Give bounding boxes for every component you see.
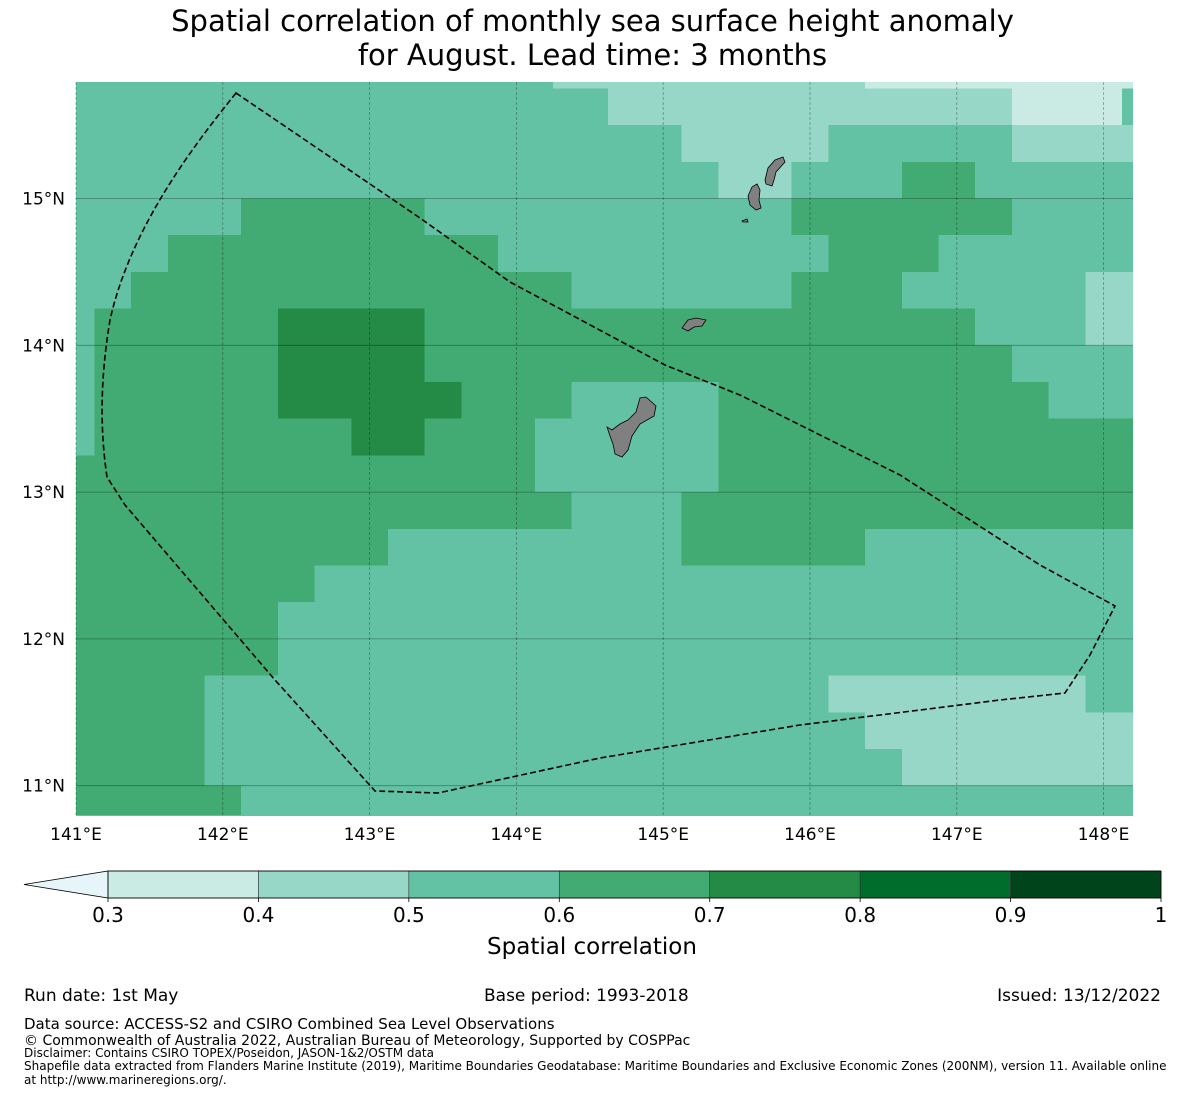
x-tick-label: 141°E [50,825,102,845]
correlation-cell-c07 [277,382,462,419]
correlation-cell-c06 [681,492,1133,529]
run-date: Run date: 1st May [24,986,179,1006]
correlation-cell-c06 [828,235,939,272]
correlation-cell-c07 [351,418,425,456]
y-tick-label: 11°N [22,777,65,797]
x-tick-label: 148°E [1078,825,1130,845]
colorbar-tick-label: 0.7 [694,903,726,927]
island-islet [741,218,749,223]
colorbar-tick-label: 0.5 [393,903,425,927]
axis-ticks: 141°E 142°E 143°E 144°E 145°E 146°E 147°E 148°E… [22,190,1129,846]
x-tick-label: 147°E [931,825,983,845]
x-tick-label: 142°E [197,825,249,845]
correlation-cell-c06 [76,675,205,786]
correlation-cell-c05 [1121,88,1133,126]
x-tick-label: 145°E [637,825,689,845]
correlation-cell-c05 [1011,345,1133,382]
correlation-cell-c04 [901,749,1133,786]
correlation-cell-c03 [1011,88,1122,126]
correlation-cell-c06 [791,271,902,309]
shapefile-note-1: Shapefile data extracted from Flanders M… [24,1059,1167,1073]
eez-boundary [101,91,1117,794]
y-tick-label: 13°N [22,483,65,503]
correlation-cell-c06 [571,308,976,346]
island-guam [606,396,657,458]
y-tick-label: 15°N [22,190,65,210]
shapefile-note-2: at http://www.marineregions.org/. [24,1073,227,1087]
correlation-cell-c06 [76,785,242,816]
colorbar: 0.3 0.4 0.5 0.6 0.7 0.8 0.9 1 Spatial correlatio… [23,870,1168,960]
map-area[interactable] [76,82,1133,816]
colorbar-tick-label: 0.4 [243,903,275,927]
correlation-cell-c04 [1085,271,1133,346]
base-period: Base period: 1993-2018 [484,986,689,1006]
graticule [75,82,1133,816]
correlation-cell-c06 [167,235,499,272]
correlation-cell-c05 [901,271,1012,309]
colorbar-outline [107,870,1162,899]
y-tick-label: 14°N [22,336,65,356]
chart-title: Spatial correlation of monthly sea surfa… [0,4,1185,72]
island-rota [681,317,707,332]
correlation-cell-c06 [387,492,572,529]
correlation-cell-c06 [131,271,572,309]
correlation-cell-c06 [76,565,315,603]
correlation-cell-c04 [553,82,1133,89]
colorbar-segment [558,870,711,899]
correlation-cell-c06 [791,198,1012,236]
correlation-cell-c03 [865,82,1133,89]
x-tick-label: 146°E [784,825,836,845]
data-source: Data source: ACCESS-S2 and CSIRO Combine… [24,1015,555,1033]
correlation-cell-c05 [1048,382,1133,419]
map-figure: 141°E 142°E 143°E 144°E 145°E 146°E 147°E 148°E… [22,82,1168,960]
correlation-cell-c06 [681,528,866,566]
correlation-cell-c07 [277,308,425,382]
correlation-cell-c04 [865,712,1133,749]
correlation-cell-c04 [1011,125,1133,162]
correlation-cell-c06 [76,455,535,493]
correlation-cell-c06 [901,161,976,199]
issued-date: Issued: 13/12/2022 [997,986,1161,1006]
x-tick-label: 143°E [344,825,396,845]
title-line-1: Spatial correlation of monthly sea surfa… [171,4,1014,38]
colorbar-tick-label: 0.6 [543,903,575,927]
colorbar-extend-min [23,870,109,899]
colorbar-tick-label: 0.8 [844,903,876,927]
colorbar-segment [107,870,259,899]
correlation-cell-c04 [681,125,829,162]
copyright: © Commonwealth of Australia 2022, Austra… [24,1033,691,1049]
y-tick-label: 12°N [22,630,65,650]
colorbar-segment [258,870,410,899]
colorbar-segment [408,870,560,899]
colorbar-segment [859,870,1011,899]
colorbar-tick-label: 0.3 [92,903,124,927]
correlation-cell-c06 [94,345,1133,382]
x-tick-label: 144°E [491,825,543,845]
island-saipan [764,156,786,187]
eez-boundary-line [101,91,1117,794]
islands [606,156,786,458]
colorbar-tick-label: 0.9 [995,903,1027,927]
title-line-2: for August. Lead time: 3 months [357,38,828,72]
island-tinian [747,183,762,211]
correlation-cell-c06 [76,492,388,566]
disclaimer: Disclaimer: Contains CSIRO TOPEX/Poseido… [24,1046,434,1060]
colorbar-segment [1010,870,1162,899]
colorbar-title: Spatial correlation [487,934,697,960]
correlation-cell-c06 [241,198,425,236]
correlation-cell-c05 [1085,675,1133,713]
correlation-cell-c06 [76,602,278,676]
colorbar-segment [709,870,861,899]
colorbar-tick-label: 1 [1155,903,1168,927]
correlation-cell-c06 [94,418,572,456]
